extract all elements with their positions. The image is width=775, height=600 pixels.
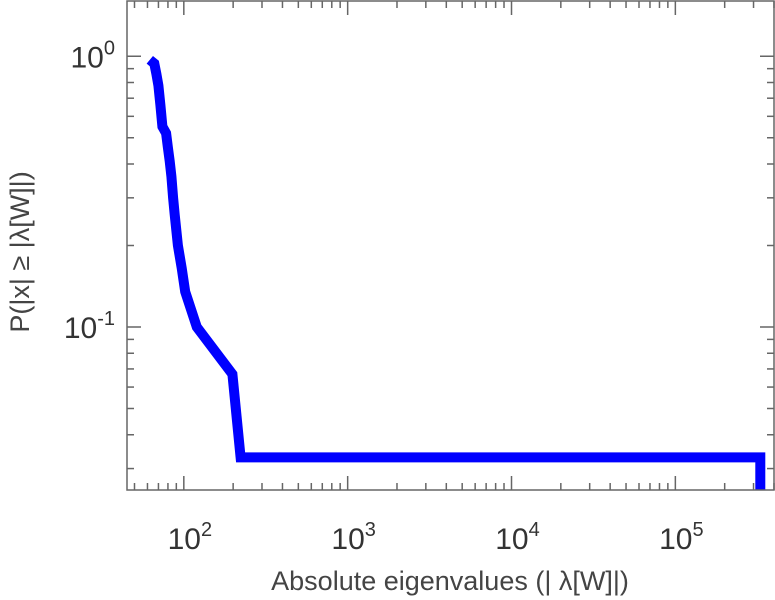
- series-layer: [146, 55, 766, 490]
- x-tick-label: 105: [659, 519, 704, 556]
- plot-frame: [126, 0, 775, 491]
- y-axis-label: P(|x| ≥ |λ[W]|): [5, 171, 35, 332]
- axis-ticks: [127, 1, 775, 490]
- y-tick-label: 10-1: [64, 308, 115, 345]
- x-axis-label: Absolute eigenvalues (| λ[W]|): [271, 566, 629, 596]
- y-tick-label: 100: [71, 37, 116, 74]
- series-line-0: [146, 55, 766, 490]
- tick-labels: 102 103 104 105 100 10-1: [64, 37, 704, 556]
- x-tick-label: 102: [168, 519, 213, 556]
- x-tick-label: 103: [331, 519, 376, 556]
- x-tick-label: 104: [495, 519, 540, 556]
